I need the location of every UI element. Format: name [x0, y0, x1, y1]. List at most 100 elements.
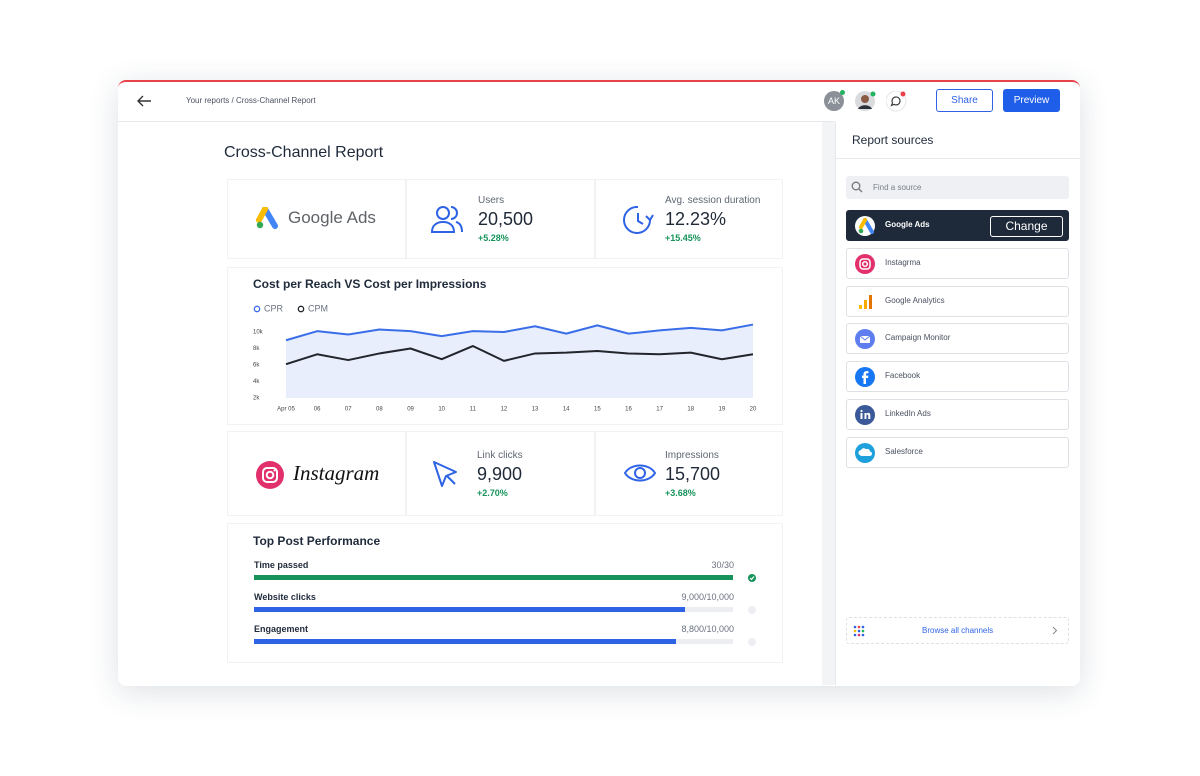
brand-name: Instagram: [293, 461, 380, 485]
source-item[interactable]: Instagrma: [846, 247, 1069, 279]
metric-change: +2.70%: [477, 488, 508, 498]
y-tick-label: 4k: [253, 379, 260, 385]
x-tick-label: 14: [563, 407, 570, 413]
source-icon: [855, 253, 875, 274]
source-item[interactable]: Campaign Monitor: [846, 323, 1069, 355]
source-item[interactable]: LinkedIn Ads: [846, 399, 1069, 430]
legend-marker: [297, 305, 305, 313]
metric-panel: [596, 180, 782, 258]
search-box[interactable]: [846, 176, 1069, 199]
area: [286, 324, 753, 398]
share-button[interactable]: Share: [936, 89, 993, 112]
metric-label: Avg. session duration: [665, 195, 761, 206]
metric-change: +3.68%: [665, 488, 696, 498]
legend-label[interactable]: CPR: [264, 303, 284, 313]
brand-name: Google Ads: [288, 208, 376, 227]
metric-value: 15,700: [665, 464, 721, 484]
browse-link[interactable]: Browse all channels: [922, 626, 994, 635]
instagram-logo: [256, 461, 284, 489]
browse-channels[interactable]: [846, 617, 1069, 644]
grid-icon: [853, 625, 865, 637]
y-tick-label: 8k: [253, 346, 260, 352]
metric-panel: [407, 180, 594, 258]
x-tick-label: 20: [750, 407, 757, 413]
search-placeholder: Find a source: [873, 183, 922, 192]
users-icon: [430, 206, 463, 233]
x-tick-label: 15: [594, 407, 601, 413]
check-icon: [748, 574, 756, 582]
sidebar-gutter: [822, 122, 835, 685]
x-tick-label: 10: [438, 407, 445, 413]
back-button[interactable]: [136, 94, 152, 108]
source-icon: [855, 405, 875, 425]
chevron: [1052, 626, 1058, 635]
metric-panel: [596, 432, 782, 515]
x-tick-label: 17: [656, 407, 663, 413]
x-tick-label: 12: [501, 407, 508, 413]
section-title: Top Post Performance: [253, 534, 381, 548]
line: [285, 345, 754, 366]
header-divider: [118, 121, 835, 122]
duration-icon: [623, 205, 654, 234]
search-icon: [851, 181, 863, 193]
avatar-photo[interactable]: [855, 91, 877, 113]
row-value: 30/30: [711, 560, 734, 570]
change-button[interactable]: Change: [990, 216, 1063, 237]
google-ads-logo: [256, 207, 278, 229]
x-tick-label: 18: [687, 407, 694, 413]
progress-bar: [254, 575, 733, 580]
line-chart: Cost per Reach VS Cost per Impressions 2…: [253, 277, 757, 413]
eye-icon: [623, 464, 657, 482]
source-name: Google Analytics: [885, 295, 945, 305]
source-icon: [855, 329, 875, 350]
row-value: 9,000/10,000: [681, 592, 734, 602]
preview-button[interactable]: Preview: [1003, 89, 1060, 112]
metric-change: +5.28%: [478, 233, 509, 243]
source-item[interactable]: Salesforce: [846, 436, 1069, 468]
row-label: Website clicks: [254, 592, 316, 602]
source-icon: [855, 292, 875, 312]
x-tick-label: 07: [345, 407, 352, 413]
pending-icon: [748, 638, 756, 646]
metric-label: Impressions: [665, 450, 719, 461]
source-item[interactable]: Google Analytics: [846, 285, 1069, 317]
progress-bar: [254, 607, 686, 612]
metric-label: Link clicks: [477, 450, 523, 461]
x-tick-label: 13: [532, 407, 539, 413]
x-tick-label: Apr 05: [277, 407, 295, 413]
source-name: Google Ads: [885, 220, 930, 229]
y-tick-label: 10k: [253, 330, 264, 336]
report-title: Cross-Channel Report: [224, 144, 384, 161]
sidebar-divider: [836, 158, 1080, 159]
status-dot: [840, 90, 845, 95]
breadcrumb[interactable]: Your reports / Cross-Channel Report: [186, 96, 316, 105]
metric-label: Users: [478, 195, 505, 206]
metric-value: 20,500: [478, 209, 534, 229]
source-item[interactable]: Facebook: [846, 361, 1069, 393]
sidebar-title: Report sources: [852, 133, 934, 147]
chart-title: Cost per Reach VS Cost per Impressions: [253, 277, 487, 291]
source-name: Salesforce: [885, 446, 923, 456]
x-tick-label: 09: [407, 407, 414, 413]
source-icon: [855, 216, 875, 236]
metric-value: 9,900: [477, 464, 523, 484]
source-name: Instagrma: [885, 257, 921, 267]
x-tick-label: 11: [470, 407, 477, 413]
source-item[interactable]: Google Ads Change: [846, 210, 1069, 241]
x-tick-label: 08: [376, 407, 383, 413]
avatar[interactable]: AK: [824, 91, 844, 111]
row-label: Time passed: [254, 560, 309, 570]
legend-label[interactable]: CPM: [308, 303, 328, 313]
comments-button[interactable]: [886, 91, 908, 113]
row-value: 8,800/10,000: [681, 624, 734, 634]
source-icon: [855, 442, 875, 463]
metric-value: 12.23%: [665, 209, 727, 229]
x-tick-label: 06: [314, 407, 321, 413]
legend-marker: [253, 305, 261, 313]
sidebar-border: [835, 122, 836, 685]
pending-icon: [748, 606, 756, 614]
source-name: LinkedIn Ads: [885, 409, 931, 418]
row-label: Engagement: [254, 624, 309, 634]
x-tick-label: 19: [719, 407, 726, 413]
